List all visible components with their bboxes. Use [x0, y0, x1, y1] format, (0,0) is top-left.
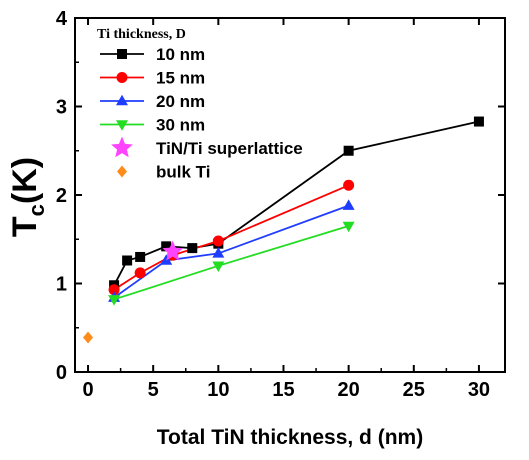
legend-marker-20-nm: [116, 94, 128, 106]
x-tick-label: 15: [272, 379, 294, 401]
x-tick-label: 30: [468, 379, 490, 401]
plot-layer: [83, 116, 484, 344]
legend-label-20-nm: 20 nm: [156, 92, 205, 111]
data-point-10-nm: [135, 251, 146, 262]
y-axis-label-subscript: c: [24, 204, 49, 216]
data-point-15-nm: [343, 179, 355, 191]
y-axis-label-main: T: [6, 216, 44, 237]
data-point-bulk-ti: [83, 331, 94, 344]
x-tick-label: 20: [338, 379, 360, 401]
data-point-10-nm: [473, 116, 484, 127]
data-point-30-nm: [212, 261, 225, 273]
data-point-20-nm: [212, 247, 225, 258]
legend-marker-30-nm: [116, 120, 128, 131]
legend-marker-10-nm: [117, 49, 127, 59]
x-tick-label: 5: [148, 379, 159, 401]
series-line-30-nm: [113, 225, 349, 301]
legend-marker-15-nm: [116, 72, 128, 83]
data-point-15-nm: [108, 284, 120, 296]
data-point-20-nm: [342, 199, 355, 210]
data-point-20-nm: [160, 254, 173, 265]
legend-label-15-nm: 15 nm: [156, 69, 205, 88]
data-point-30-nm: [108, 295, 121, 306]
y-axis-label-unit: (K): [6, 157, 44, 204]
data-point-10-nm: [161, 241, 172, 252]
y-tick-label: 0: [56, 362, 67, 384]
legend-marker-tin-ti-superlattice: [111, 136, 133, 158]
data-point-tin-ti-superlattice: [162, 240, 184, 261]
x-tick-label: 0: [82, 379, 93, 401]
data-point-15-nm: [212, 235, 224, 247]
y-tick-label: 1: [56, 274, 67, 296]
y-tick-label: 2: [56, 185, 67, 207]
legend-layer: Ti thickness, D 10 nm 15 nm 20 nm 30 nm TiN/T…: [97, 27, 303, 182]
legend-marker-bulk-ti: [117, 165, 127, 178]
data-point-15-nm: [134, 267, 146, 279]
data-point-10-nm: [122, 255, 133, 266]
legend-label-bulk-ti: bulk Ti: [156, 163, 210, 182]
legend-label-30-nm: 30 nm: [156, 116, 205, 135]
y-tick-label: 4: [56, 8, 68, 30]
legend-title: Ti thickness, D: [97, 27, 186, 42]
legend-label-10-nm: 10 nm: [156, 45, 205, 64]
data-point-10-nm: [187, 243, 198, 254]
plot-frame: [74, 17, 506, 373]
series-line-20-nm: [113, 204, 349, 299]
x-tick-label: 10: [207, 379, 229, 401]
y-tick-label: 3: [56, 97, 67, 119]
axes-layer: 0 5 10 15 20 25 30 0 1 2 3 4 Total TiN thickness, d …: [6, 8, 506, 449]
x-axis-label: Total TiN thickness, d (nm): [157, 426, 423, 449]
y-axis-label: Tc(K): [6, 157, 49, 237]
data-point-30-nm: [342, 221, 355, 233]
legend-label-tin-ti-superlattice: TiN/Ti superlattice: [156, 139, 303, 158]
data-point-10-nm: [343, 145, 354, 156]
x-tick-label: 25: [403, 379, 425, 401]
